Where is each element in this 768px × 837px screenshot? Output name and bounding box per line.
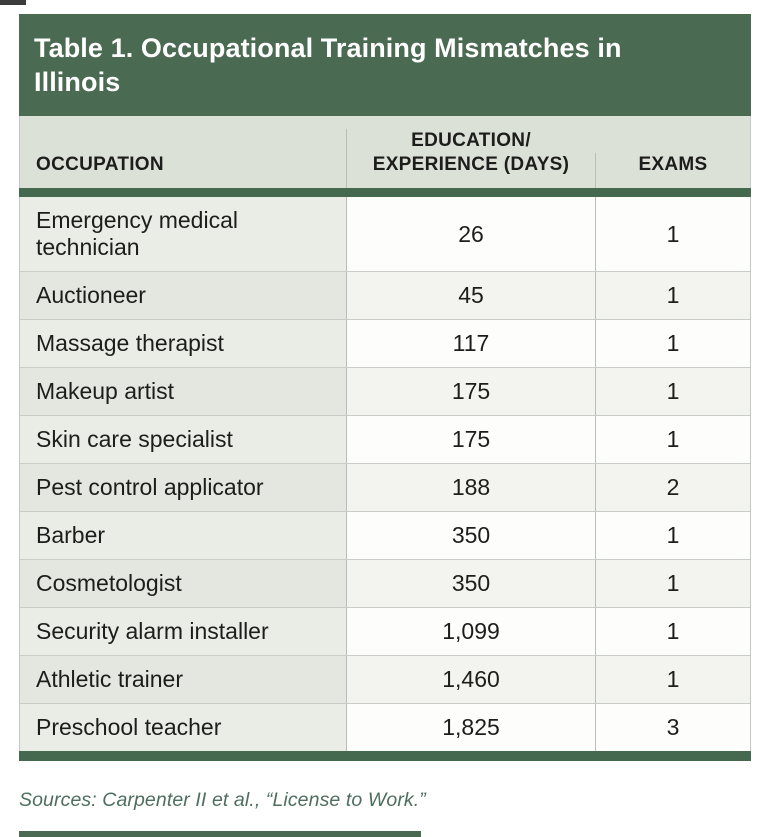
exams-cell: 1 <box>595 272 750 319</box>
education-experience-days-cell: 175 <box>346 416 595 463</box>
table-row: Barber 350 1 <box>20 511 750 559</box>
source-note: Sources: Carpenter II et al., “License t… <box>19 789 426 811</box>
table-row: Pest control applicator 188 2 <box>20 463 750 511</box>
table-body: Emergency medical technician 26 1 Auctionee… <box>19 197 751 751</box>
cutoff-element-bottom <box>19 831 421 837</box>
occupation-cell: Auctioneer <box>20 272 346 319</box>
education-experience-days-cell: 350 <box>346 560 595 607</box>
table-row: Security alarm installer 1,099 1 <box>20 607 750 655</box>
table-row: Cosmetologist 350 1 <box>20 559 750 607</box>
occupation-cell: Athletic trainer <box>20 656 346 703</box>
education-experience-days-cell: 350 <box>346 512 595 559</box>
table-bottom-rule <box>19 751 751 761</box>
column-header-education-line2: EXPERIENCE (DAYS) <box>372 154 570 175</box>
table-row: Massage therapist 117 1 <box>20 319 750 367</box>
table-row: Skin care specialist 175 1 <box>20 415 750 463</box>
column-header-occupation: OCCUPATION <box>36 154 164 175</box>
table-1: Table 1. Occupational Training Mismatche… <box>19 14 751 761</box>
occupation-cell: Preschool teacher <box>20 704 346 751</box>
column-header-education-line1: EDUCATION/ <box>411 130 531 151</box>
exams-cell: 1 <box>595 560 750 607</box>
header-divider-rule <box>19 188 751 197</box>
occupation-cell: Emergency medical technician <box>20 197 346 271</box>
occupation-cell: Makeup artist <box>20 368 346 415</box>
table-row: Emergency medical technician 26 1 <box>20 197 750 271</box>
table-header-row: OCCUPATION EDUCATION/ EXPERIENCE (DAYS) … <box>19 116 751 188</box>
education-experience-days-cell: 1,099 <box>346 608 595 655</box>
table-row: Auctioneer 45 1 <box>20 271 750 319</box>
exams-cell: 2 <box>595 464 750 511</box>
table-title: Table 1. Occupational Training Mismatche… <box>19 14 751 116</box>
exams-cell: 1 <box>595 512 750 559</box>
column-header-education-experience: EDUCATION/ EXPERIENCE (DAYS) <box>346 129 595 188</box>
education-experience-days-cell: 117 <box>346 320 595 367</box>
table-row: Athletic trainer 1,460 1 <box>20 655 750 703</box>
exams-cell: 1 <box>595 368 750 415</box>
occupation-cell: Pest control applicator <box>20 464 346 511</box>
occupation-cell: Barber <box>20 512 346 559</box>
exams-cell: 1 <box>595 320 750 367</box>
exams-cell: 1 <box>595 608 750 655</box>
education-experience-days-cell: 1,825 <box>346 704 595 751</box>
cutoff-element-top <box>0 0 26 5</box>
exams-cell: 1 <box>595 197 750 271</box>
exams-cell: 1 <box>595 416 750 463</box>
education-experience-days-cell: 45 <box>346 272 595 319</box>
education-experience-days-cell: 175 <box>346 368 595 415</box>
table-row: Makeup artist 175 1 <box>20 367 750 415</box>
occupation-cell: Security alarm installer <box>20 608 346 655</box>
education-experience-days-cell: 1,460 <box>346 656 595 703</box>
table-row: Preschool teacher 1,825 3 <box>20 703 750 751</box>
education-experience-days-cell: 188 <box>346 464 595 511</box>
occupation-cell: Skin care specialist <box>20 416 346 463</box>
occupation-cell: Massage therapist <box>20 320 346 367</box>
education-experience-days-cell: 26 <box>346 197 595 271</box>
exams-cell: 1 <box>595 656 750 703</box>
column-header-exams: EXAMS <box>595 153 750 188</box>
occupation-cell: Cosmetologist <box>20 560 346 607</box>
exams-cell: 3 <box>595 704 750 751</box>
